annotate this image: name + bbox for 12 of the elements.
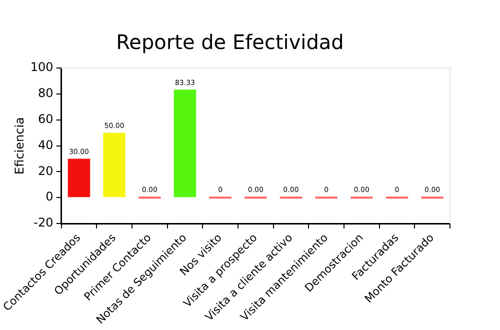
chart-title: Reporte de Efectividad xyxy=(116,30,344,54)
y-tick-label: 20 xyxy=(38,164,54,178)
y-tick-label: 0 xyxy=(46,190,54,204)
bar xyxy=(103,132,126,198)
y-tick-label: 60 xyxy=(38,112,54,126)
y-tick-label: 40 xyxy=(38,138,54,152)
y-tick-label: -20 xyxy=(34,216,54,230)
bar xyxy=(174,90,196,198)
y-tick-label: 80 xyxy=(38,86,54,100)
bar xyxy=(68,158,90,198)
y-axis-title: Eficiencia xyxy=(12,117,26,174)
y-tick-label: 100 xyxy=(30,60,54,74)
